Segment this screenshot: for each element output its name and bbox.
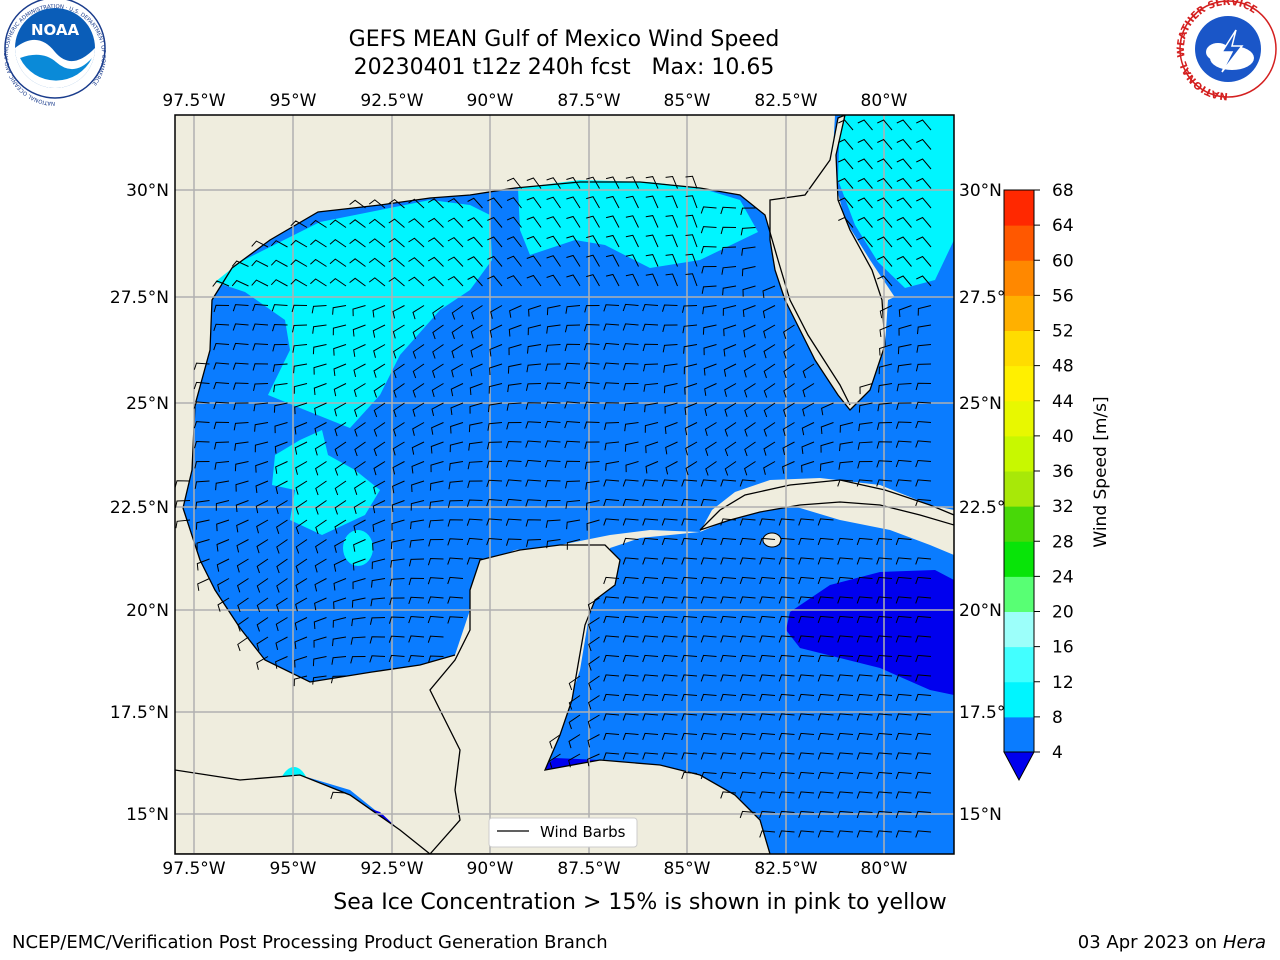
- lat-labels-left: 30°N 27.5°N 25°N 22.5°N 20°N 17.5°N 15°N: [110, 181, 169, 825]
- lat-label-right: 27.5°N: [959, 288, 1018, 308]
- colorbar-segment: [1004, 330, 1034, 367]
- cuba-land: [699, 479, 954, 531]
- gridlines: [175, 115, 954, 854]
- colorbar-tick-label: 24: [1052, 567, 1074, 587]
- lon-label-bottom: 92.5°W: [360, 859, 423, 879]
- lat-label-left: 17.5°N: [110, 703, 169, 723]
- colorbar-segment: [1004, 400, 1034, 437]
- legend-label: Wind Barbs: [540, 823, 626, 841]
- colorbar-tick-label: 28: [1052, 532, 1074, 552]
- cyan-blob-small: [343, 530, 373, 566]
- lon-label-bottom: 95°W: [270, 859, 317, 879]
- colorbar-segment: [1004, 225, 1034, 261]
- lat-label-right: 20°N: [959, 601, 1002, 621]
- colorbar-tick-label: 36: [1052, 462, 1074, 482]
- colorbar-segment: [1004, 435, 1034, 472]
- legend: Wind Barbs: [488, 817, 638, 848]
- colorbar-tick-label: 44: [1052, 392, 1074, 412]
- lat-label-left: 25°N: [126, 394, 169, 414]
- colorbar-segment: [1004, 541, 1034, 577]
- lon-label-bottom: 82.5°W: [754, 859, 817, 879]
- colorbar-segment: [1004, 681, 1034, 718]
- colorbar-segment: [1004, 611, 1034, 648]
- mexico-mainland-outline: [182, 181, 851, 509]
- colorbar-tick-label: 8: [1052, 708, 1063, 728]
- lon-label-top: 92.5°W: [360, 91, 423, 111]
- noaa-logo: NOAA NATIONAL OCEANIC AND ATMOSPHERIC AD…: [4, 0, 106, 106]
- lat-label-left: 27.5°N: [110, 288, 169, 308]
- colorbar-segment: [1004, 716, 1034, 753]
- mexico-west-coast: [182, 507, 456, 683]
- lon-label-bottom: 80°W: [861, 859, 908, 879]
- lon-label-top: 85°W: [664, 91, 711, 111]
- lon-label-top: 80°W: [861, 91, 908, 111]
- colorbar-tick-label: 56: [1052, 286, 1074, 306]
- lon-label-top: 97.5°W: [162, 91, 225, 111]
- lat-label-left: 20°N: [126, 601, 169, 621]
- caption: Sea Ice Concentration > 15% is shown in …: [333, 890, 947, 915]
- footer-date: 03 Apr 2023 on Hera: [1078, 932, 1266, 953]
- colorbar-extend: [1003, 751, 1035, 782]
- lat-labels-right: 30°N 27.5°N 25°N 22.5°N 20°N 17.5°N 15°N: [959, 181, 1018, 825]
- colorbar-tick-label: 68: [1052, 181, 1074, 201]
- colorbar-tick-label: 64: [1052, 216, 1074, 236]
- wind-barbs: [175, 119, 932, 838]
- footer-date-text: 03 Apr 2023 on: [1077, 932, 1223, 953]
- lon-label-bottom: 87.5°W: [557, 859, 620, 879]
- lon-label-top: 82.5°W: [754, 91, 817, 111]
- cyan-region-west: [272, 430, 380, 535]
- footer-credit: NCEP/EMC/Verification Post Processing Pr…: [12, 932, 608, 953]
- colorbar-segment: [1004, 576, 1034, 612]
- map-area: [175, 115, 954, 854]
- map-title: GEFS MEAN Gulf of Mexico Wind Speed: [348, 27, 780, 52]
- colorbar-segment: [1004, 260, 1034, 296]
- lat-label-right: 17.5°N: [959, 703, 1018, 723]
- colorbar-segment: [1004, 506, 1034, 542]
- isle-of-youth: [762, 532, 782, 548]
- map-subtitle: 20230401 t12z 240h fcst Max: 10.65: [353, 55, 775, 80]
- colorbar-tick-label: 4: [1052, 743, 1063, 763]
- yucatan-land: [175, 544, 771, 854]
- cyan-region-north: [518, 180, 758, 268]
- colorbar-segment: [1004, 471, 1034, 507]
- low-speed-region-caribbean: [786, 570, 954, 695]
- lat-label-left: 22.5°N: [110, 498, 169, 518]
- lat-label-right: 22.5°N: [959, 498, 1018, 518]
- lat-label-right: 25°N: [959, 394, 1002, 414]
- lat-label-left: 30°N: [126, 181, 169, 201]
- colorbar-segment: [1004, 646, 1034, 683]
- colorbar-tick-label: 48: [1052, 357, 1074, 377]
- lon-label-bottom: 85°W: [664, 859, 711, 879]
- colorbar-segment: [1004, 295, 1034, 331]
- nws-logo: NATIONAL WEATHER SERVICE: [1176, 0, 1277, 101]
- colorbar-tick-label: 32: [1052, 497, 1074, 517]
- colorbar-tick-label: 52: [1052, 322, 1074, 342]
- lon-label-top: 95°W: [270, 91, 317, 111]
- noaa-logo-text: NOAA: [31, 21, 80, 39]
- lon-labels-bottom: 97.5°W 95°W 92.5°W 90°W 87.5°W 85°W 82.5…: [162, 859, 907, 879]
- colorbar-segment: [1004, 190, 1034, 226]
- lon-label-top: 87.5°W: [557, 91, 620, 111]
- colorbar-tick-label: 60: [1052, 251, 1074, 271]
- colorbar-segment: [1004, 365, 1034, 402]
- lon-labels-top: 97.5°W 95°W 92.5°W 90°W 87.5°W 85°W 82.5…: [162, 91, 907, 111]
- map-border: [174, 114, 955, 855]
- lat-label-right: 30°N: [959, 181, 1002, 201]
- cyan-region-atlantic: [838, 115, 954, 288]
- colorbar-tick-label: 20: [1052, 603, 1074, 623]
- footer-machine: Hera: [1222, 932, 1266, 953]
- lon-label-bottom: 97.5°W: [162, 859, 225, 879]
- lon-label-bottom: 90°W: [467, 859, 514, 879]
- colorbar-tick-label: 12: [1052, 673, 1074, 693]
- colorbar-tick-label: 16: [1052, 638, 1074, 658]
- colorbar-tick-label: 40: [1052, 427, 1074, 447]
- lon-label-top: 90°W: [467, 91, 514, 111]
- lat-label-left: 15°N: [126, 805, 169, 825]
- colorbar-label: Wind Speed [m/s]: [1091, 396, 1111, 547]
- lat-label-right: 15°N: [959, 805, 1002, 825]
- wind-barb-field: [175, 119, 932, 838]
